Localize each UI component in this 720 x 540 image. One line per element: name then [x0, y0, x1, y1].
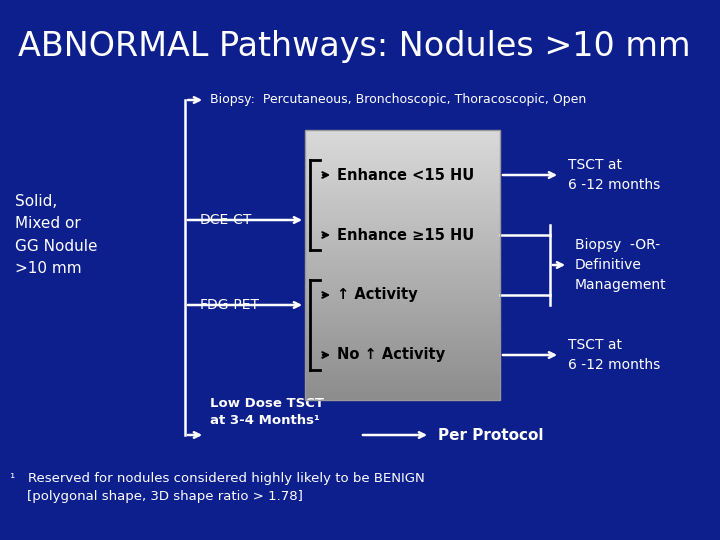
Text: Solid,
Mixed or
GG Nodule
>10 mm: Solid, Mixed or GG Nodule >10 mm: [15, 194, 97, 276]
Text: ↑ Activity: ↑ Activity: [337, 287, 418, 302]
Text: ¹   Reserved for nodules considered highly likely to be BENIGN
    [polygonal sh: ¹ Reserved for nodules considered highly…: [10, 472, 425, 503]
Text: Enhance <15 HU: Enhance <15 HU: [337, 167, 474, 183]
Text: FDG-PET: FDG-PET: [200, 298, 260, 312]
Text: No ↑ Activity: No ↑ Activity: [337, 348, 445, 362]
Text: Biopsy:  Percutaneous, Bronchoscopic, Thoracoscopic, Open: Biopsy: Percutaneous, Bronchoscopic, Tho…: [210, 93, 586, 106]
Bar: [305, 130, 500, 400]
Text: Low Dose TSCT
at 3-4 Months¹: Low Dose TSCT at 3-4 Months¹: [210, 397, 324, 427]
Text: Enhance ≥15 HU: Enhance ≥15 HU: [337, 227, 474, 242]
Text: TSCT at
6 -12 months: TSCT at 6 -12 months: [568, 158, 660, 192]
Text: DCE-CT: DCE-CT: [200, 213, 253, 227]
Text: Per Protocol: Per Protocol: [438, 428, 544, 442]
Text: ABNORMAL Pathways: Nodules >10 mm: ABNORMAL Pathways: Nodules >10 mm: [18, 30, 690, 63]
Text: Biopsy  -OR-
Definitive
Management: Biopsy -OR- Definitive Management: [575, 239, 667, 292]
Text: TSCT at
6 -12 months: TSCT at 6 -12 months: [568, 338, 660, 372]
